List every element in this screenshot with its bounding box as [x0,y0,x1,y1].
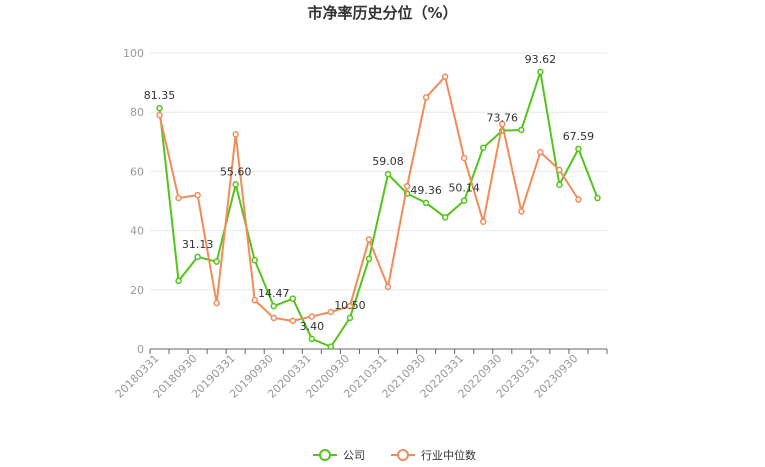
data-point [441,214,449,221]
data-point [308,335,316,343]
chart-title: 市净率历史分位（%） [307,4,458,22]
data-point [422,94,430,101]
data-point [422,199,430,207]
data-point [232,181,239,188]
data-point [194,253,201,261]
legend-marker-1 [397,449,409,461]
data-label: 93.62 [525,53,557,66]
y-tick-label: 40 [130,225,144,238]
y-tick-label: 20 [130,284,144,297]
data-point [213,299,220,307]
data-label: 49.36 [410,184,442,197]
data-point [289,295,297,302]
data-point [518,208,525,215]
data-point [384,283,392,291]
y-tick-label: 80 [130,106,144,119]
data-point [460,154,468,162]
data-point [575,145,582,153]
legend-label-0: 公司 [343,449,365,462]
data-point [251,296,258,304]
data-point [518,126,525,134]
data-point [556,166,563,174]
data-label: 14.47 [258,287,290,300]
data-point [156,104,163,112]
data-point [479,218,487,225]
data-point [270,302,278,310]
series-line-0 [158,71,599,348]
data-point [441,73,449,80]
data-point [346,314,354,322]
data-point [175,277,182,285]
data-point [308,313,316,320]
data-point [270,314,278,322]
data-point [499,120,506,128]
legend-label-1: 行业中位数 [421,448,476,462]
data-point [594,194,601,202]
data-point [194,191,201,199]
data-point [479,144,487,151]
data-label: 3.40 [300,320,325,333]
data-label: 67.59 [563,130,595,143]
data-point [556,181,563,188]
data-point [327,308,335,316]
legend-marker-0 [319,449,331,461]
data-point [403,182,411,190]
data-label: 50.14 [448,182,480,195]
data-point [537,68,544,76]
y-tick-label: 0 [137,343,144,356]
data-point [327,343,335,350]
data-label: 73.76 [487,112,519,125]
data-point [156,111,163,119]
data-label: 59.08 [372,155,404,168]
data-label: 31.13 [182,238,214,251]
data-label: 55.60 [220,165,252,178]
data-point [575,196,582,203]
data-point [365,255,373,262]
data-point [460,197,468,204]
data-point [251,256,258,264]
y-tick-label: 60 [130,165,144,178]
data-point [175,194,182,202]
data-point [232,131,239,138]
data-point [365,236,373,243]
y-tick-label: 100 [123,47,144,60]
data-label: 10.50 [334,299,366,312]
data-point [346,302,354,310]
data-point [289,317,297,325]
data-point [537,148,544,156]
data-point [213,258,220,265]
data-point [384,170,392,178]
data-label: 81.35 [144,89,176,102]
